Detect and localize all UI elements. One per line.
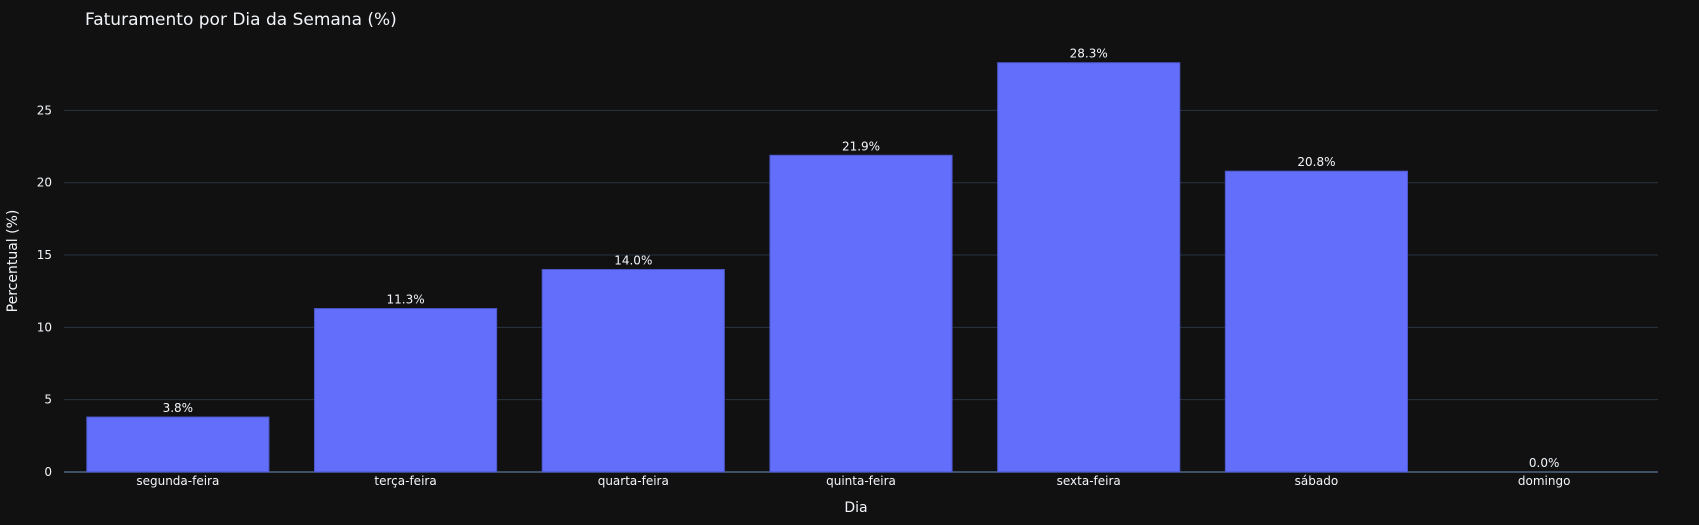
bar: [997, 62, 1181, 473]
y-tick-label: 5: [44, 393, 52, 407]
bars: [86, 62, 1409, 473]
x-tick-label: quinta-feira: [826, 474, 896, 488]
bar: [86, 416, 270, 473]
x-tick-label: domingo: [1518, 474, 1571, 488]
x-axis-title: Dia: [844, 500, 867, 516]
bar-data-label: 3.8%: [163, 401, 194, 415]
bar: [313, 308, 498, 473]
chart-title: Faturamento por Dia da Semana (%): [85, 10, 397, 30]
y-tick-label: 0: [44, 465, 52, 479]
bar-data-label: 28.3%: [1070, 47, 1108, 61]
bar-data-label: 11.3%: [387, 293, 425, 307]
x-tick-label: segunda-feira: [136, 474, 219, 488]
y-tick-label: 10: [37, 320, 52, 334]
y-axis-title: Percentual (%): [5, 210, 21, 313]
y-tick-label: 20: [37, 176, 52, 190]
bar: [1224, 170, 1409, 473]
y-tick-label: 15: [37, 248, 52, 262]
x-axis-ticks: segunda-feira terça-feira quarta-feira quin…: [136, 474, 1570, 488]
bar-data-label: 20.8%: [1297, 155, 1335, 169]
x-tick-label: quarta-feira: [598, 474, 669, 488]
y-axis-ticks: 0 5 10 15 20 25: [37, 103, 52, 479]
bar-data-label: 14.0%: [614, 254, 652, 268]
bar: [541, 269, 725, 473]
x-tick-label: terça-feira: [374, 474, 436, 488]
data-labels: 3.8% 11.3% 14.0% 21.9% 28.3% 20.8% 0.0%: [163, 47, 1560, 470]
bar-data-label: 0.0%: [1529, 456, 1560, 470]
bar-data-label: 21.9%: [842, 139, 880, 153]
y-tick-label: 25: [37, 103, 52, 117]
x-tick-label: sábado: [1295, 474, 1339, 488]
bar: [769, 154, 953, 473]
x-tick-label: sexta-feira: [1057, 474, 1121, 488]
